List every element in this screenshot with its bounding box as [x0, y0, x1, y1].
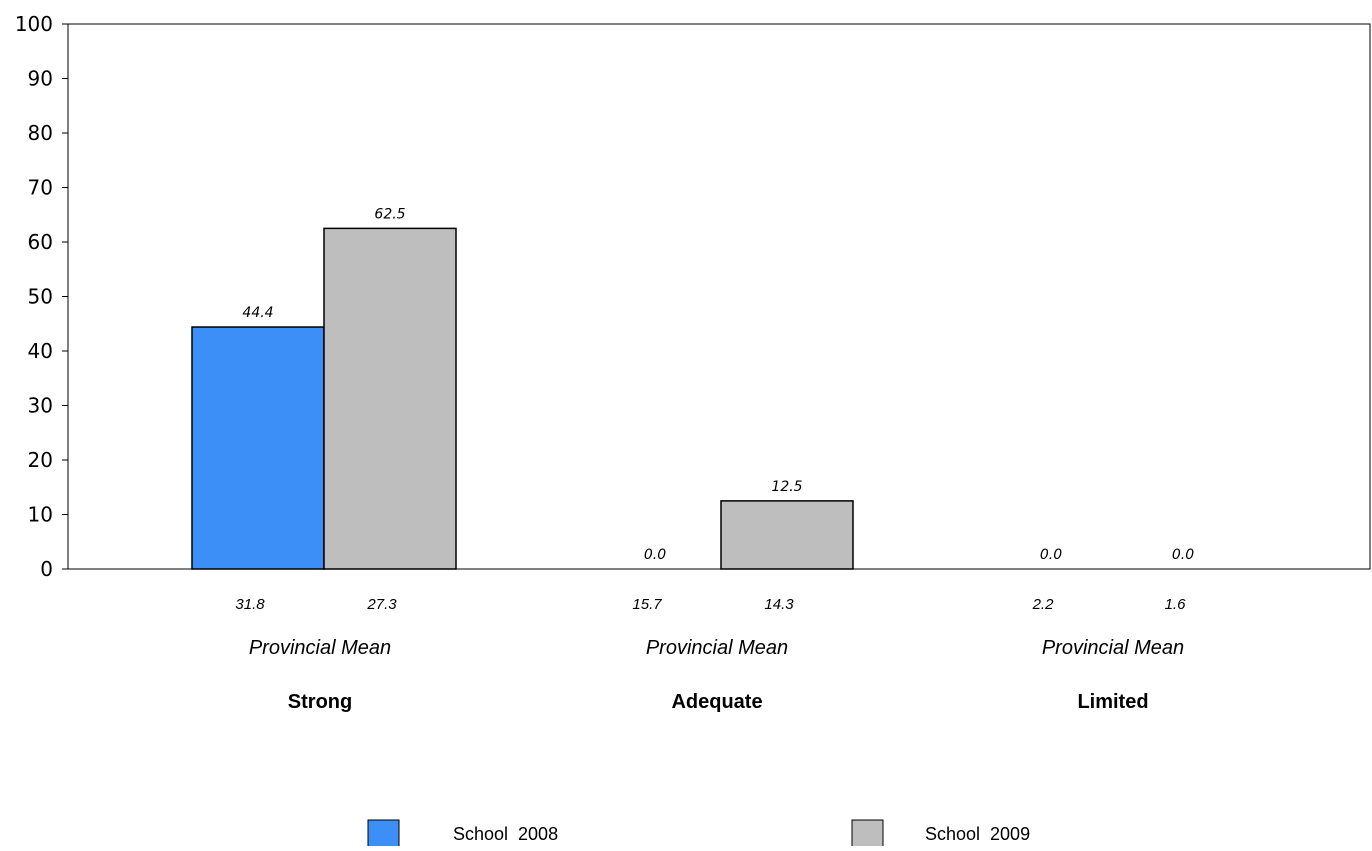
bars [191, 227, 854, 570]
data-label: 62.5 [374, 206, 405, 222]
data-label: 0.0 [644, 547, 666, 563]
provincial-mean-value: 31.8 [235, 596, 265, 613]
y-tick-label: 60 [28, 230, 53, 254]
y-tick-label: 100 [15, 12, 53, 36]
legend: School 2008 School 2009 [367, 819, 1030, 849]
bar-school-2008-strong [191, 326, 325, 570]
y-tick-label: 80 [28, 121, 53, 145]
provincial-mean-label: Provincial Mean [1042, 637, 1184, 659]
provincial-mean-value: 15.7 [632, 596, 662, 613]
labels: 44.4 31.8 62.5 27.3 Provincial Mean Strong 0.0… [235, 206, 1194, 713]
category-label-adequate: Adequate [671, 691, 762, 713]
legend-swatch [851, 819, 884, 849]
bar-school-2009-adequate [720, 500, 854, 570]
data-label: 0.0 [1040, 547, 1062, 563]
y-tick-label: 70 [28, 176, 53, 200]
y-tick-label: 40 [28, 339, 53, 363]
y-tick-label: 0 [40, 557, 53, 581]
category-label-strong: Strong [288, 691, 352, 713]
y-tick-label: 90 [28, 67, 53, 91]
provincial-mean-value: 2.2 [1032, 596, 1055, 613]
legend-label: School 2009 [925, 824, 1030, 844]
provincial-mean-label: Provincial Mean [249, 637, 391, 659]
y-tick-label: 30 [28, 394, 53, 418]
provincial-mean-label: Provincial Mean [646, 637, 788, 659]
y-tick-label: 50 [28, 285, 53, 309]
category-label-limited: Limited [1077, 691, 1148, 713]
data-label: 44.4 [242, 305, 273, 321]
legend-label: School 2008 [453, 824, 558, 844]
provincial-mean-value: 14.3 [764, 596, 794, 613]
bar-school-2009-strong [323, 227, 457, 570]
y-tick-label: 20 [28, 448, 53, 472]
data-label: 0.0 [1172, 547, 1194, 563]
provincial-mean-value: 27.3 [366, 596, 397, 613]
data-label: 12.5 [771, 479, 802, 495]
provincial-mean-value: 1.6 [1165, 596, 1187, 613]
y-tick-label: 10 [28, 503, 53, 527]
legend-swatch [367, 819, 400, 849]
axes: 0 10 20 30 40 50 60 70 80 90 100 [15, 12, 1371, 581]
